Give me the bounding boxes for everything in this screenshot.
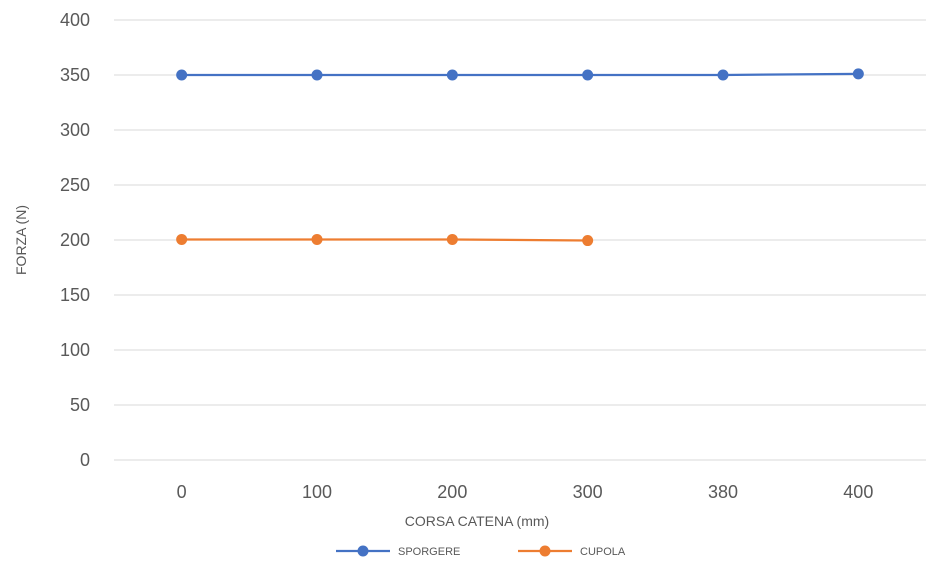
data-point xyxy=(311,69,323,81)
y-axis-title: FORZA (N) xyxy=(13,205,29,275)
legend-marker xyxy=(357,545,369,557)
y-tick-label: 300 xyxy=(60,120,90,140)
data-point xyxy=(176,69,188,81)
series-cupola xyxy=(176,233,594,247)
legend-label: CUPOLA xyxy=(580,546,626,558)
y-tick-label: 250 xyxy=(60,175,90,195)
legend-label: SPORGERE xyxy=(398,546,460,558)
data-point xyxy=(717,69,729,81)
data-point xyxy=(446,233,458,245)
x-tick-label: 200 xyxy=(437,482,467,502)
data-point xyxy=(582,235,594,247)
data-point xyxy=(176,233,188,245)
x-axis-title: CORSA CATENA (mm) xyxy=(405,513,549,529)
data-point xyxy=(446,69,458,81)
legend-marker xyxy=(539,545,551,557)
x-tick-label: 400 xyxy=(843,482,873,502)
y-tick-label: 0 xyxy=(80,450,90,470)
series-sporgere xyxy=(176,68,864,81)
x-tick-label: 300 xyxy=(573,482,603,502)
y-tick-label: 400 xyxy=(60,10,90,30)
series-line xyxy=(181,72,859,77)
data-point xyxy=(852,68,864,80)
data-point xyxy=(582,69,594,81)
x-tick-label: 380 xyxy=(708,482,738,502)
y-tick-label: 100 xyxy=(60,340,90,360)
legend: SPORGERE CUPOLA xyxy=(336,545,626,558)
x-tick-labels: 0 100 200 300 380 400 xyxy=(177,482,874,502)
y-tick-label: 50 xyxy=(70,395,90,415)
x-tick-label: 0 xyxy=(177,482,187,502)
series-line xyxy=(181,238,588,242)
y-tick-label: 350 xyxy=(60,65,90,85)
legend-item-sporgere: SPORGERE xyxy=(336,545,460,558)
y-tick-label: 150 xyxy=(60,285,90,305)
legend-item-cupola: CUPOLA xyxy=(518,545,626,558)
y-tick-label: 200 xyxy=(60,230,90,250)
data-point xyxy=(311,233,323,245)
series xyxy=(176,68,864,247)
x-tick-label: 100 xyxy=(302,482,332,502)
y-tick-labels: 0 50 100 150 200 250 300 350 400 xyxy=(60,10,90,470)
